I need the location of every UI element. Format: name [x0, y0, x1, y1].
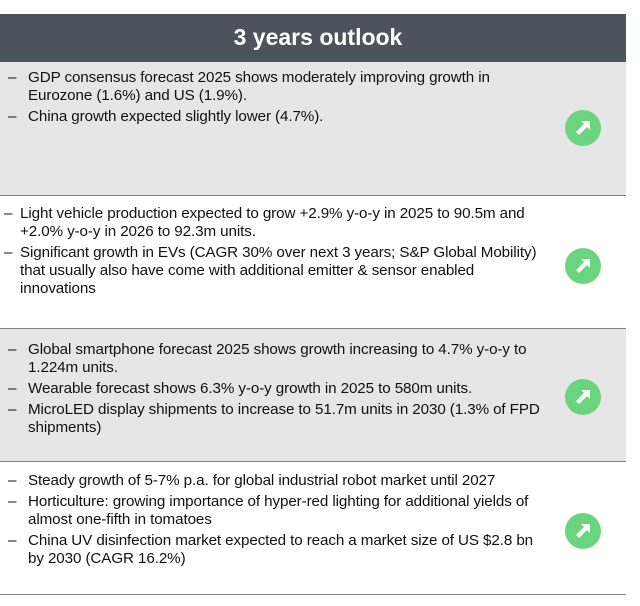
consumer-section: Global smartphone forecast 2025 shows gr…	[0, 328, 626, 461]
arrow-up-right-icon	[565, 248, 601, 284]
list-item: Wearable forecast shows 6.3% y-o-y growt…	[8, 380, 548, 398]
automotive-bullet-list: Light vehicle production expected to gro…	[4, 205, 552, 301]
page-title: 3 years outlook	[233, 24, 403, 50]
list-item: Light vehicle production expected to gro…	[4, 205, 552, 241]
macro-bullet-list: GDP consensus forecast 2025 shows modera…	[8, 69, 548, 129]
list-item: China UV disinfection market expected to…	[8, 532, 548, 568]
consumer-bullet-list: Global smartphone forecast 2025 shows gr…	[8, 341, 548, 440]
list-item: GDP consensus forecast 2025 shows modera…	[8, 69, 548, 105]
arrow-up-right-icon	[565, 110, 601, 146]
arrow-up-right-icon	[565, 379, 601, 415]
list-item: MicroLED display shipments to increase t…	[8, 401, 548, 437]
list-item: Significant growth in EVs (CAGR 30% over…	[4, 244, 552, 298]
macro-section: GDP consensus forecast 2025 shows modera…	[0, 61, 626, 195]
automotive-section: Light vehicle production expected to gro…	[0, 195, 626, 328]
industrial-bullet-list: Steady growth of 5-7% p.a. for global in…	[8, 472, 548, 571]
list-item: Horticulture: growing importance of hype…	[8, 493, 548, 529]
list-item: China growth expected slightly lower (4.…	[8, 108, 548, 126]
list-item: Steady growth of 5-7% p.a. for global in…	[8, 472, 548, 490]
outlook-header: 3 years outlook	[0, 14, 626, 61]
arrow-up-right-icon	[565, 513, 601, 549]
industrial-section: Steady growth of 5-7% p.a. for global in…	[0, 461, 626, 595]
list-item: Global smartphone forecast 2025 shows gr…	[8, 341, 548, 377]
